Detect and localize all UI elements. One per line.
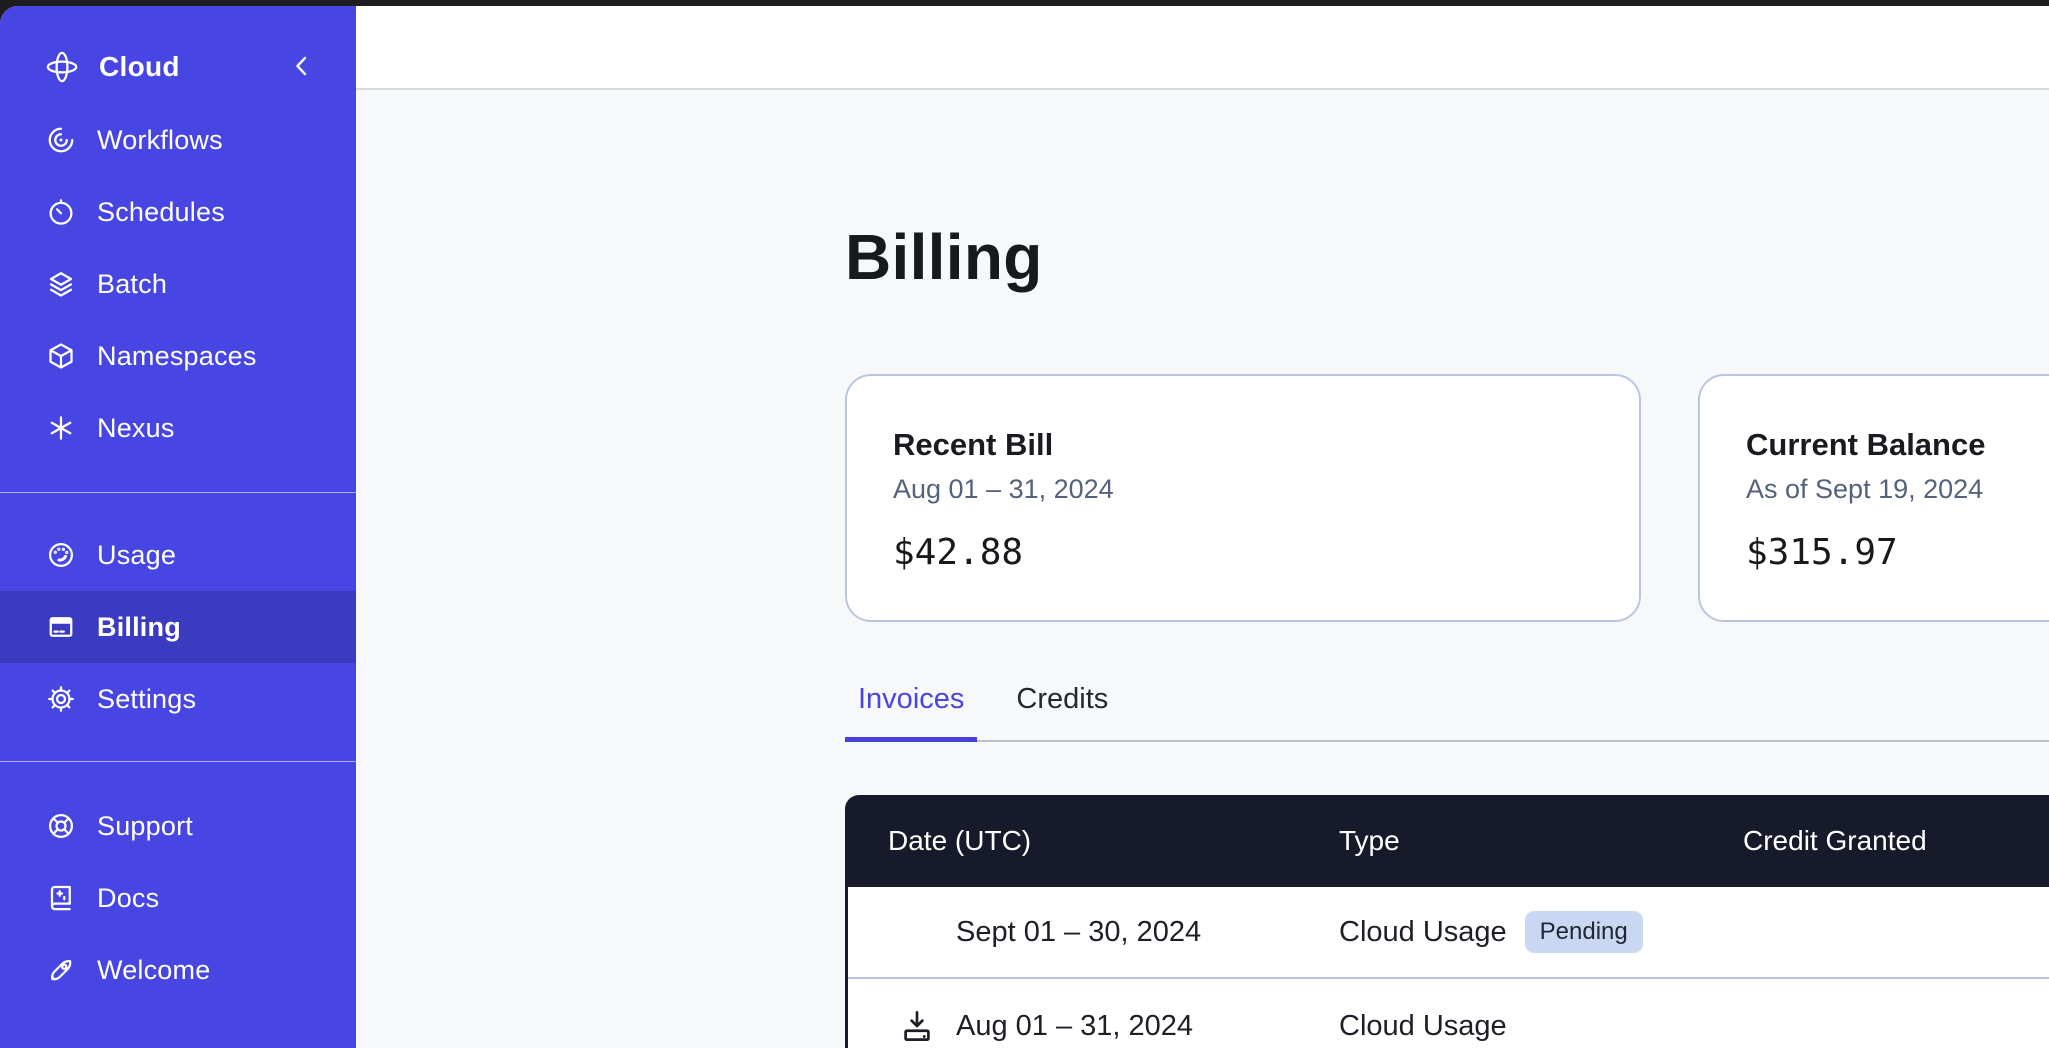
tab-invoices[interactable]: Invoices bbox=[845, 682, 978, 742]
app-window: Cloud Workflows bbox=[0, 6, 2049, 1048]
sidebar-item-label: Docs bbox=[97, 882, 160, 913]
sidebar-divider bbox=[0, 492, 356, 493]
table-row: Sept 01 – 30, 2024 Cloud Usage Pending bbox=[848, 887, 2049, 977]
card-amount: $42.88 bbox=[893, 532, 1024, 573]
sidebar-item-label: Welcome bbox=[97, 954, 211, 985]
sidebar-collapse-button[interactable] bbox=[288, 53, 316, 81]
page-title: Billing bbox=[845, 221, 1043, 293]
recent-bill-card: Recent Bill Aug 01 – 31, 2024 $42.88 bbox=[845, 374, 1641, 622]
invoice-date: Sept 01 – 30, 2024 bbox=[956, 915, 1202, 948]
sidebar-item-namespaces[interactable]: Namespaces bbox=[0, 320, 356, 392]
tab-credits[interactable]: Credits bbox=[1016, 683, 1109, 715]
invoice-date-cell: Sept 01 – 30, 2024 bbox=[848, 913, 1296, 951]
table-header: Date (UTC) Type Credit Granted bbox=[845, 795, 2049, 887]
download-invoice-button[interactable] bbox=[898, 1007, 936, 1045]
download-icon bbox=[898, 1011, 936, 1048]
invoice-date-cell: Aug 01 – 31, 2024 bbox=[848, 1007, 1296, 1045]
invoice-date: Aug 01 – 31, 2024 bbox=[956, 1009, 1194, 1042]
invoice-type-cell: Cloud Usage bbox=[1296, 1010, 1743, 1043]
card-subtitle: Aug 01 – 31, 2024 bbox=[893, 474, 1114, 504]
sidebar-item-settings[interactable]: Settings bbox=[0, 663, 356, 735]
docs-icon bbox=[45, 882, 77, 914]
sidebar-nav-footer: Support Docs bbox=[0, 762, 356, 1006]
sidebar-item-label: Support bbox=[97, 810, 193, 841]
sidebar-item-label: Settings bbox=[97, 683, 197, 714]
sidebar-item-usage[interactable]: Usage bbox=[0, 519, 356, 591]
usage-icon bbox=[45, 539, 77, 571]
sidebar-item-welcome[interactable]: Welcome bbox=[0, 934, 356, 1006]
invoice-type: Cloud Usage bbox=[1339, 1009, 1507, 1042]
batch-icon bbox=[45, 268, 77, 300]
invoice-type-cell: Cloud Usage Pending bbox=[1296, 911, 1743, 953]
sidebar-item-label: Nexus bbox=[97, 412, 175, 443]
invoice-type: Cloud Usage bbox=[1339, 915, 1507, 948]
support-icon bbox=[45, 810, 77, 842]
card-title: Current Balance bbox=[1746, 427, 1986, 462]
card-amount: $315.97 bbox=[1746, 532, 1898, 573]
sidebar-item-support[interactable]: Support bbox=[0, 790, 356, 862]
sidebar-brand: Cloud bbox=[0, 36, 356, 98]
sidebar-item-label: Namespaces bbox=[97, 340, 257, 371]
table-body: Sept 01 – 30, 2024 Cloud Usage Pending bbox=[845, 887, 2049, 1048]
column-header-date: Date (UTC) bbox=[888, 825, 1032, 856]
brand-label: Cloud bbox=[99, 51, 180, 82]
sidebar-item-label: Workflows bbox=[97, 124, 223, 155]
sidebar-item-docs[interactable]: Docs bbox=[0, 862, 356, 934]
status-badge: Pending bbox=[1524, 911, 1643, 953]
current-balance-card: Current Balance As of Sept 19, 2024 $315… bbox=[1698, 374, 2049, 622]
sidebar-item-label: Usage bbox=[97, 539, 177, 570]
main-content: Billing Recent Bill Aug 01 – 31, 2024 $4… bbox=[356, 6, 2049, 1048]
sidebar-item-label: Billing bbox=[97, 611, 181, 642]
sidebar-item-workflows[interactable]: Workflows bbox=[0, 104, 356, 176]
cloud-logo-icon bbox=[45, 50, 79, 84]
column-header-credit-granted: Credit Granted bbox=[1743, 825, 1927, 856]
topbar bbox=[356, 6, 2049, 90]
settings-icon bbox=[45, 683, 77, 715]
workflows-icon bbox=[45, 124, 77, 156]
sidebar-item-billing[interactable]: Billing bbox=[0, 591, 356, 663]
sidebar-item-label: Schedules bbox=[97, 196, 225, 227]
card-title: Recent Bill bbox=[893, 427, 1054, 462]
sidebar-nav-account: Usage Billing bbox=[0, 493, 356, 735]
sidebar-divider bbox=[0, 761, 356, 762]
billing-tabs: Invoices Credits bbox=[845, 682, 2049, 742]
sidebar-item-label: Batch bbox=[97, 268, 168, 299]
column-header-type: Type bbox=[1339, 825, 1400, 856]
sidebar-nav-primary: Workflows Schedules bbox=[0, 98, 356, 464]
nexus-icon bbox=[45, 412, 77, 444]
billing-icon bbox=[45, 611, 77, 643]
chevron-left-icon bbox=[289, 53, 315, 82]
download-slot-empty bbox=[898, 913, 936, 951]
namespaces-icon bbox=[45, 340, 77, 372]
schedules-icon bbox=[45, 196, 77, 228]
sidebar-item-schedules[interactable]: Schedules bbox=[0, 176, 356, 248]
welcome-icon bbox=[45, 954, 77, 986]
table-row: Aug 01 – 31, 2024 Cloud Usage bbox=[848, 977, 2049, 1048]
window-edge bbox=[0, 0, 2049, 8]
card-subtitle: As of Sept 19, 2024 bbox=[1746, 474, 1984, 504]
invoices-table: Date (UTC) Type Credit Granted Sept 01 –… bbox=[845, 795, 2049, 1048]
sidebar-item-nexus[interactable]: Nexus bbox=[0, 392, 356, 464]
sidebar: Cloud Workflows bbox=[0, 6, 356, 1048]
sidebar-item-batch[interactable]: Batch bbox=[0, 248, 356, 320]
